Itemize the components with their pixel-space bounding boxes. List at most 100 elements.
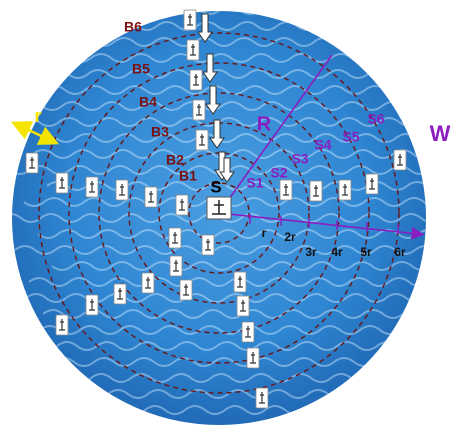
- sensor-icon: [255, 387, 269, 409]
- icon-tower: [240, 300, 246, 312]
- icon-tower: [172, 232, 178, 244]
- sensor-icon: [113, 283, 127, 305]
- sensor-icon: [195, 129, 209, 151]
- icon-tower: [245, 326, 251, 338]
- sensor-icon: [189, 69, 203, 91]
- sensor-icon: [192, 99, 206, 121]
- sensor-label: S1: [246, 175, 263, 191]
- flow-arrow: [202, 53, 218, 83]
- ring: [98, 92, 340, 334]
- wind-arrow: [218, 212, 425, 240]
- icon-tower: [199, 134, 205, 146]
- sensor-icon: [169, 255, 183, 277]
- sensors: [25, 9, 407, 409]
- wave: [28, 277, 426, 287]
- icon-tower: [145, 277, 151, 289]
- flow-arrow: [209, 119, 225, 149]
- ring: [68, 62, 370, 364]
- sensor-icon: [233, 271, 247, 293]
- wave: [19, 325, 426, 335]
- icon-tower: [119, 184, 125, 196]
- icon-tower: [237, 276, 243, 288]
- sensor-icon: [236, 295, 250, 317]
- wave: [37, 229, 426, 239]
- ring: [188, 182, 250, 244]
- radius-label: R: [257, 113, 272, 135]
- sensor-label: S5: [342, 129, 359, 145]
- sensor-label: S6: [367, 111, 384, 127]
- sensor-icon: [25, 152, 39, 174]
- icon-tower: [59, 319, 65, 331]
- sensor-icon: [183, 9, 197, 31]
- wave: [12, 213, 426, 223]
- icon-tower: [187, 14, 193, 26]
- sensor-icon: [186, 39, 200, 61]
- ring-width-arrow: [10, 121, 60, 145]
- wave: [23, 197, 426, 207]
- ring-label: B2: [166, 152, 184, 168]
- distance-label: 3r: [305, 245, 317, 259]
- wind-label: W: [430, 121, 451, 146]
- distance-label: 5r: [360, 245, 372, 259]
- distance-label: 6r: [394, 245, 406, 259]
- radius-line: [218, 54, 333, 214]
- icon-tower: [29, 157, 35, 169]
- icon-tower: [205, 239, 211, 251]
- sensor-icon: [365, 173, 379, 195]
- icon-tower: [313, 185, 319, 197]
- sensor-label: S2: [270, 165, 287, 181]
- distance-label: 4r: [331, 245, 343, 259]
- sensor-icon: [55, 314, 69, 336]
- icon-tower: [369, 178, 375, 190]
- ring-width-label: r: [34, 106, 41, 126]
- icon-tower: [259, 392, 265, 404]
- icon-tower: [342, 184, 348, 196]
- sensor-icon: [279, 179, 293, 201]
- icon-tower: [59, 177, 65, 189]
- icon-tower: [397, 154, 403, 166]
- icon-tower: [89, 299, 95, 311]
- icon-tower: [193, 74, 199, 86]
- sensor-icon: [338, 179, 352, 201]
- ring-label: B1: [179, 168, 197, 184]
- distance-label: 2r: [284, 230, 296, 244]
- ring-label: B4: [139, 94, 157, 110]
- icon-tower: [283, 184, 289, 196]
- sensor-icon: [309, 180, 323, 202]
- icon-tower: [179, 199, 185, 211]
- sensor-icon: [393, 149, 407, 171]
- source-label: S: [210, 177, 221, 196]
- sensor-icon: [144, 186, 158, 208]
- distance-label: r: [262, 226, 267, 240]
- sensor-icon: [55, 172, 69, 194]
- icon-tower: [250, 352, 256, 364]
- flow-arrow: [197, 13, 213, 43]
- source-tower: [212, 200, 226, 215]
- sensor-label: S4: [314, 137, 331, 153]
- sensor-icon: [85, 176, 99, 198]
- icon-tower: [148, 191, 154, 203]
- ring-label: B3: [151, 124, 169, 140]
- icon-tower: [190, 44, 196, 56]
- sensor-icon: [179, 279, 193, 301]
- ring-label: B6: [124, 19, 142, 35]
- icon-tower: [183, 284, 189, 296]
- sensor-icon: [241, 321, 255, 343]
- icon-tower: [89, 181, 95, 193]
- sensor-icon: [175, 194, 189, 216]
- wave: [51, 261, 426, 271]
- sensor-icon: [141, 272, 155, 294]
- flow-arrows: [197, 13, 235, 183]
- icon-tower: [196, 104, 202, 116]
- sensor-icon: [246, 347, 260, 369]
- sensor-label: S3: [291, 151, 308, 167]
- icon-tower: [173, 260, 179, 272]
- sensor-icon: [168, 227, 182, 249]
- sensor-icon: [201, 234, 215, 256]
- wave: [14, 245, 426, 255]
- sensor-icon: [85, 294, 99, 316]
- flow-arrow: [219, 157, 235, 183]
- sensor-icon: [115, 179, 129, 201]
